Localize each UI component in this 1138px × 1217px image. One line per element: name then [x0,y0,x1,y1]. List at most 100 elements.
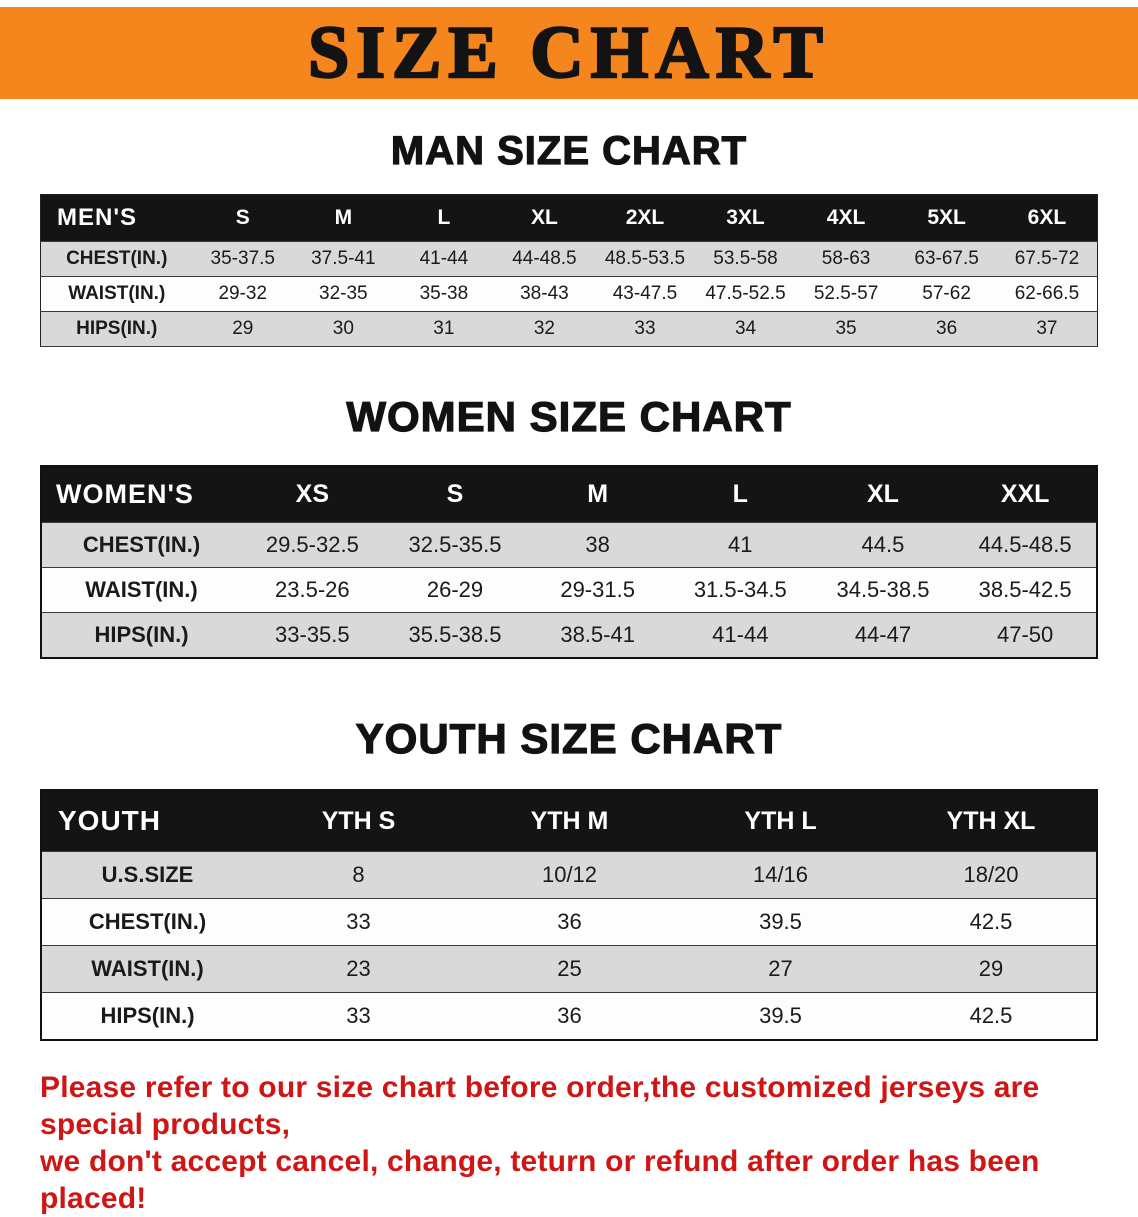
measurement-value-cell: 53.5-58 [695,241,796,277]
measurement-value-cell: 37 [996,311,1098,347]
size-header-cell: L [668,466,812,523]
men-table-header-row: MEN'S S M L XL 2XL 3XL 4XL 5XL 6XL [40,194,1098,242]
measurement-value-cell: 23 [253,945,464,993]
size-header-cell: YTH M [464,790,675,852]
measurement-value-cell: 35 [795,311,897,347]
men-section-heading: MAN SIZE CHART [390,128,748,173]
women-section-heading: WOMEN SIZE CHART [346,392,792,440]
measurement-value-cell: 34 [695,311,796,347]
measurement-value-cell: 47-50 [954,612,1097,658]
banner: SIZE CHART [0,7,1138,99]
measurement-value-cell: 43-47.5 [594,276,696,312]
measurement-value-cell: 67.5-72 [996,241,1098,277]
measurement-value-cell: 38-43 [494,276,595,312]
size-header-cell: 3XL [695,194,796,242]
youth-section-heading: YOUTH SIZE CHART [355,714,783,762]
disclaimer-line-2: we don't accept cancel, change, teturn o… [40,1145,1040,1215]
measurement-value-cell: 33 [594,311,696,347]
measurement-value-cell: 26-29 [383,567,527,613]
measurement-value-cell: 30 [293,311,394,347]
size-header-cell: XXL [954,466,1097,523]
table-row: CHEST(IN.) 33 36 39.5 42.5 [41,898,1097,946]
table-title-cell: YOUTH [41,790,253,852]
table-row: U.S.SIZE 8 10/12 14/16 18/20 [41,851,1097,899]
measurement-value-cell: 36 [464,992,675,1040]
measurement-value-cell: 41 [668,522,812,568]
size-header-cell: 5XL [896,194,997,242]
measurement-value-cell: 36 [896,311,997,347]
size-header-cell: 6XL [996,194,1098,242]
measurement-value-cell: 41-44 [393,241,495,277]
size-header-cell: YTH L [675,790,886,852]
youth-section: YOUTH SIZE CHART YOUTH YTH S YTH M YTH L YTH… [0,714,1138,1041]
size-header-cell: XL [811,466,955,523]
disclaimer-line-1: Please refer to our size chart before or… [40,1071,1040,1141]
measurement-value-cell: 57-62 [896,276,997,312]
table-row: WAIST(IN.) 29-32 32-35 35-38 38-43 43-47.5 47.… [40,276,1098,312]
measurement-value-cell: 29 [192,311,294,347]
measurement-value-cell: 42.5 [886,992,1097,1040]
youth-size-table: YOUTH YTH S YTH M YTH L YTH XL U.S.SIZE 8 10/1… [40,789,1098,1041]
measurement-value-cell: 44-48.5 [494,241,595,277]
measurement-value-cell: 32.5-35.5 [383,522,527,568]
measurement-value-cell: 10/12 [464,851,675,899]
women-table-body: CHEST(IN.) 29.5-32.5 32.5-35.5 38 41 44.5 44.5… [41,522,1097,658]
measurement-value-cell: 33 [253,992,464,1040]
measurement-value-cell: 25 [464,945,675,993]
measurement-value-cell: 39.5 [675,992,886,1040]
size-header-cell: YTH S [253,790,464,852]
table-row: WAIST(IN.) 23.5-26 26-29 29-31.5 31.5-34.5 34… [41,567,1097,613]
measurement-value-cell: 63-67.5 [896,241,997,277]
size-header-cell: 4XL [795,194,897,242]
size-header-cell: M [526,466,669,523]
measurement-value-cell: 44.5-48.5 [954,522,1097,568]
measurement-value-cell: 29.5-32.5 [241,522,384,568]
measurement-label-cell: HIPS(IN.) [41,612,241,658]
measurement-value-cell: 58-63 [795,241,897,277]
size-header-cell: L [393,194,495,242]
table-row: CHEST(IN.) 29.5-32.5 32.5-35.5 38 41 44.5 44.5… [41,522,1097,568]
men-section: MAN SIZE CHART MEN'S S M L XL 2XL 3XL 4XL 5XL 6XL… [0,128,1138,347]
measurement-label-cell: WAIST(IN.) [40,276,193,312]
measurement-value-cell: 41-44 [668,612,812,658]
size-header-cell: YTH XL [886,790,1097,852]
measurement-value-cell: 36 [464,898,675,946]
measurement-value-cell: 39.5 [675,898,886,946]
measurement-value-cell: 35-38 [393,276,495,312]
disclaimer: Please refer to our size chart before or… [40,1069,1100,1217]
measurement-value-cell: 37.5-41 [293,241,394,277]
measurement-value-cell: 32 [494,311,595,347]
measurement-value-cell: 31.5-34.5 [668,567,812,613]
youth-table-header-row: YOUTH YTH S YTH M YTH L YTH XL [41,790,1097,852]
table-row: CHEST(IN.) 35-37.5 37.5-41 41-44 44-48.5 48.5… [40,241,1098,277]
women-table-header-row: WOMEN'S XS S M L XL XXL [41,466,1097,523]
measurement-value-cell: 14/16 [675,851,886,899]
youth-table-body: U.S.SIZE 8 10/12 14/16 18/20 CHEST(IN.) 33 36 39… [41,851,1097,1040]
measurement-value-cell: 27 [675,945,886,993]
measurement-value-cell: 42.5 [886,898,1097,946]
table-title-cell: WOMEN'S [41,466,241,523]
measurement-value-cell: 29 [886,945,1097,993]
table-row: HIPS(IN.) 33-35.5 35.5-38.5 38.5-41 41-44 44-… [41,612,1097,658]
measurement-value-cell: 62-66.5 [996,276,1098,312]
measurement-value-cell: 18/20 [886,851,1097,899]
measurement-value-cell: 48.5-53.5 [594,241,696,277]
size-header-cell: S [192,194,294,242]
measurement-value-cell: 52.5-57 [795,276,897,312]
measurement-label-cell: WAIST(IN.) [41,945,253,993]
size-header-cell: 2XL [594,194,696,242]
measurement-value-cell: 44-47 [811,612,955,658]
size-header-cell: M [293,194,394,242]
measurement-value-cell: 32-35 [293,276,394,312]
women-size-table: WOMEN'S XS S M L XL XXL CHEST(IN.) 29.5-32.5 32.… [40,465,1098,659]
measurement-value-cell: 38 [526,522,669,568]
measurement-label-cell: HIPS(IN.) [40,311,193,347]
measurement-label-cell: U.S.SIZE [41,851,253,899]
measurement-value-cell: 44.5 [811,522,955,568]
measurement-value-cell: 35-37.5 [192,241,294,277]
measurement-value-cell: 34.5-38.5 [811,567,955,613]
women-section: WOMEN SIZE CHART WOMEN'S XS S M L XL XXL CHEST… [0,392,1138,659]
size-header-cell: S [383,466,527,523]
table-row: HIPS(IN.) 33 36 39.5 42.5 [41,992,1097,1040]
measurement-value-cell: 31 [393,311,495,347]
